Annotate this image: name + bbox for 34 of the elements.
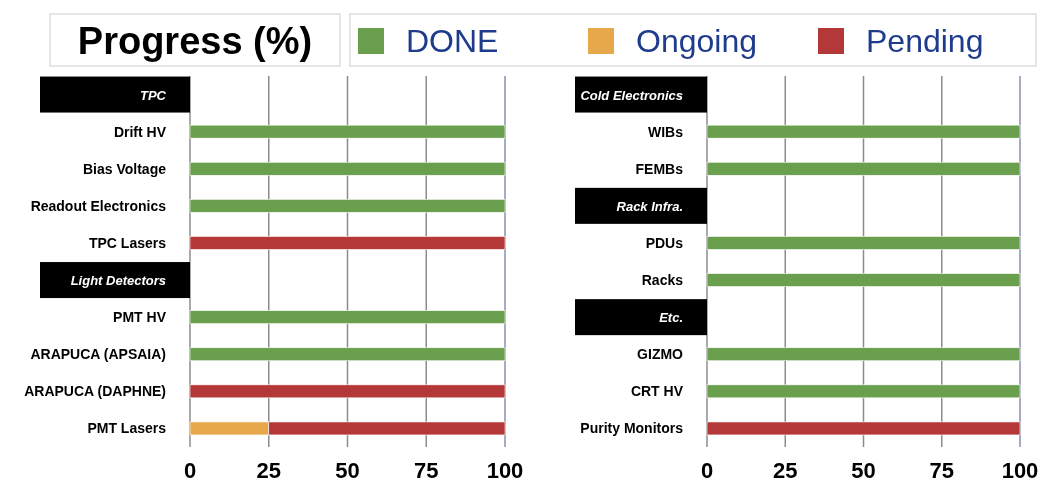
y-tick-label: TPC xyxy=(140,87,167,103)
y-tick-label: Cold Electronics xyxy=(580,87,683,103)
y-tick-label: Rack Infra. xyxy=(616,198,683,214)
x-tick-label: 0 xyxy=(183,458,197,483)
y-tick-label: PMT HV xyxy=(113,309,167,326)
x-tick-label: 75 xyxy=(929,458,954,483)
x-tick-label: 25 xyxy=(256,458,281,483)
y-tick-label: ARAPUCA (DAPHNE) xyxy=(24,383,166,400)
y-tick-label: PMT Lasers xyxy=(87,420,167,437)
legend-label: DONE xyxy=(406,23,499,59)
y-tick-label: Bias Voltage xyxy=(83,160,167,177)
y-tick-label: Purity Monitors xyxy=(580,420,684,437)
y-tick-label: FEMBs xyxy=(635,160,684,177)
y-tick-label: Racks xyxy=(641,272,684,289)
x-tick-label: 50 xyxy=(851,458,876,483)
x-tick-label: 75 xyxy=(414,458,439,483)
legend-label: Ongoing xyxy=(636,23,757,59)
legend-label: Pending xyxy=(866,23,984,59)
y-tick-label: Readout Electronics xyxy=(30,197,167,214)
y-tick-label: PDUs xyxy=(645,234,684,251)
y-tick-label: Etc. xyxy=(659,310,683,326)
y-tick-label: ARAPUCA (APSAIA) xyxy=(30,346,166,363)
y-tick-label: CRT HV xyxy=(630,383,684,400)
y-tick-label: TPC Lasers xyxy=(88,234,167,251)
y-tick-label: GIZMO xyxy=(637,346,684,363)
chart-title: Progress (%) xyxy=(77,20,313,62)
x-tick-label: 25 xyxy=(773,458,798,483)
x-tick-label: 100 xyxy=(486,458,524,483)
x-tick-label: 50 xyxy=(335,458,360,483)
y-tick-label: WIBs xyxy=(648,123,684,140)
y-tick-label: Drift HV xyxy=(113,123,167,140)
x-tick-label: 100 xyxy=(1001,458,1039,483)
y-tick-label: Light Detectors xyxy=(70,273,166,289)
x-tick-label: 0 xyxy=(700,458,714,483)
